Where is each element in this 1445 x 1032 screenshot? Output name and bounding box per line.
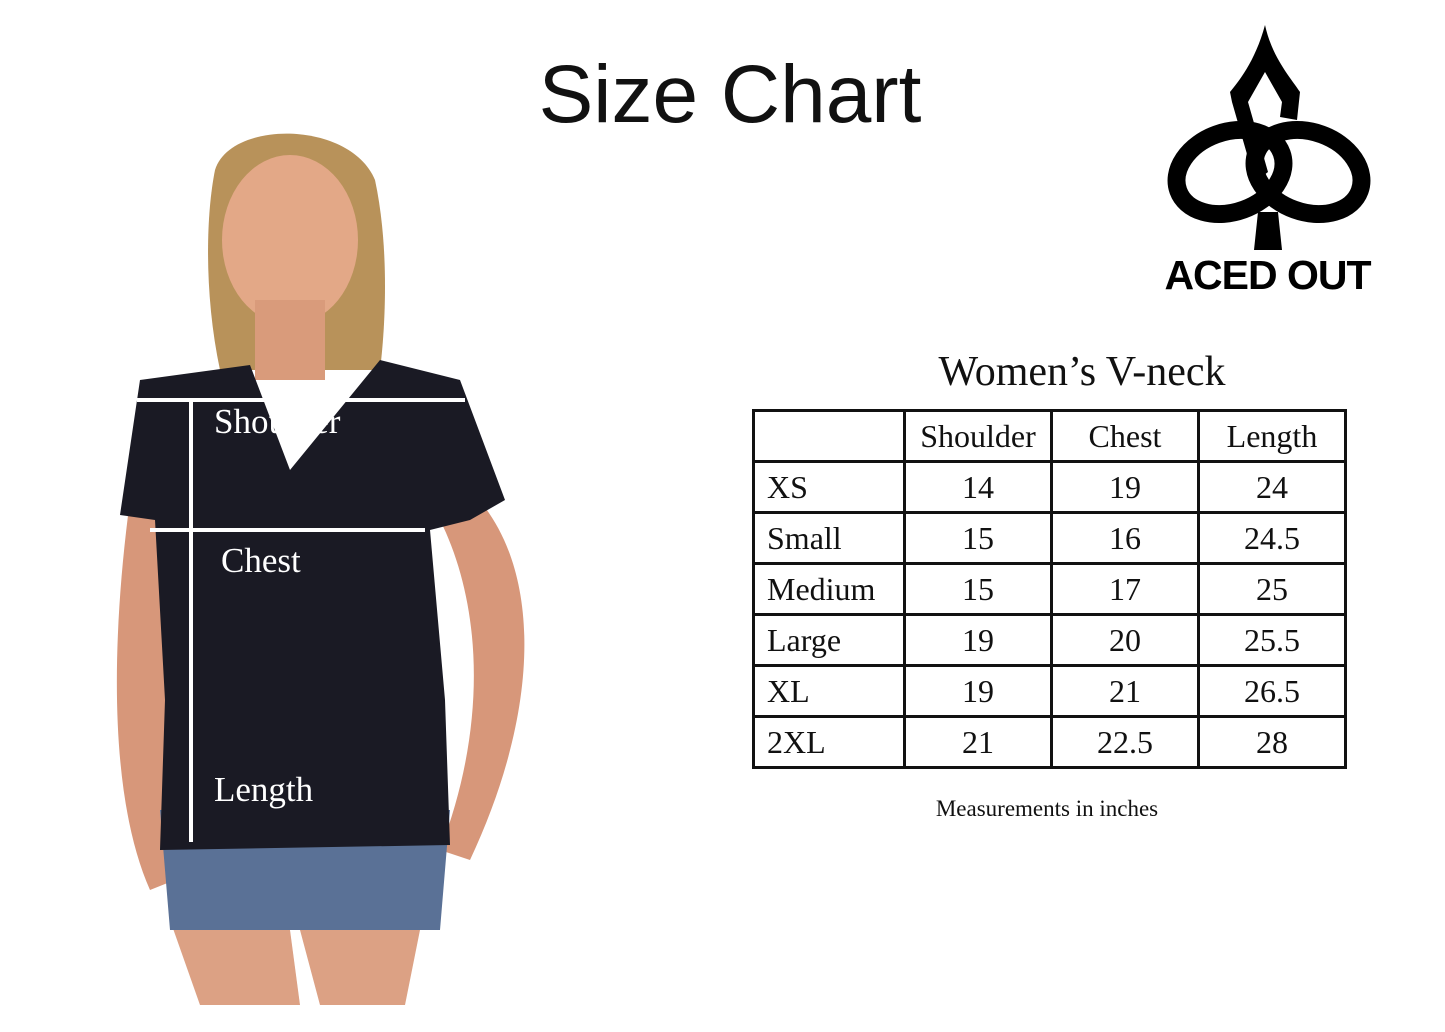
chest-cell: 20 — [1050, 613, 1200, 667]
size-cell: XL — [752, 664, 906, 718]
measurement-note: Measurements in inches — [935, 796, 1159, 821]
size-cell: Large — [752, 613, 906, 667]
brand-name: ACED OUT — [1164, 252, 1371, 298]
size-cell: 2XL — [752, 715, 906, 769]
table-row: 2XL 21 22.5 28 — [752, 715, 1347, 769]
chest-cell: 22.5 — [1050, 715, 1200, 769]
shoulder-cell: 14 — [903, 460, 1053, 514]
chest-label: Chest — [221, 541, 301, 580]
length-cell: 26.5 — [1197, 664, 1347, 718]
chest-cell: 21 — [1050, 664, 1200, 718]
page-title: Size Chart — [538, 49, 922, 140]
shoulder-cell: 15 — [903, 562, 1053, 616]
length-label: Length — [214, 770, 314, 809]
column-header: Length — [1197, 409, 1347, 463]
size-cell: Small — [752, 511, 906, 565]
length-cell: 24.5 — [1197, 511, 1347, 565]
length-cell: 25.5 — [1197, 613, 1347, 667]
shoulder-cell: 21 — [903, 715, 1053, 769]
length-cell: 28 — [1197, 715, 1347, 769]
chest-cell: 19 — [1050, 460, 1200, 514]
length-cell: 24 — [1197, 460, 1347, 514]
size-cell: XS — [752, 460, 906, 514]
column-header: Shoulder — [903, 409, 1053, 463]
chest-cell: 17 — [1050, 562, 1200, 616]
shoulder-label: Shoulder — [214, 402, 341, 441]
table-row: Medium 15 17 25 — [752, 562, 1347, 616]
table-header-row: Shoulder Chest Length — [752, 409, 1347, 463]
table-title: Women’s V-neck — [938, 349, 1226, 395]
column-header: Chest — [1050, 409, 1200, 463]
table-row: Small 15 16 24.5 — [752, 511, 1347, 565]
table-row: XL 19 21 26.5 — [752, 664, 1347, 718]
size-table: Shoulder Chest Length XS 14 19 24 Small 15 16 2… — [752, 409, 1347, 769]
size-cell: Medium — [752, 562, 906, 616]
shoulder-cell: 19 — [903, 613, 1053, 667]
table-row: Large 19 20 25.5 — [752, 613, 1347, 667]
spade-logo-icon — [1167, 25, 1371, 250]
length-cell: 25 — [1197, 562, 1347, 616]
chest-cell: 16 — [1050, 511, 1200, 565]
shoulder-cell: 19 — [903, 664, 1053, 718]
table-row: XS 14 19 24 — [752, 460, 1347, 514]
shoulder-cell: 15 — [903, 511, 1053, 565]
model-photo — [116, 133, 525, 1005]
column-header — [752, 409, 906, 463]
